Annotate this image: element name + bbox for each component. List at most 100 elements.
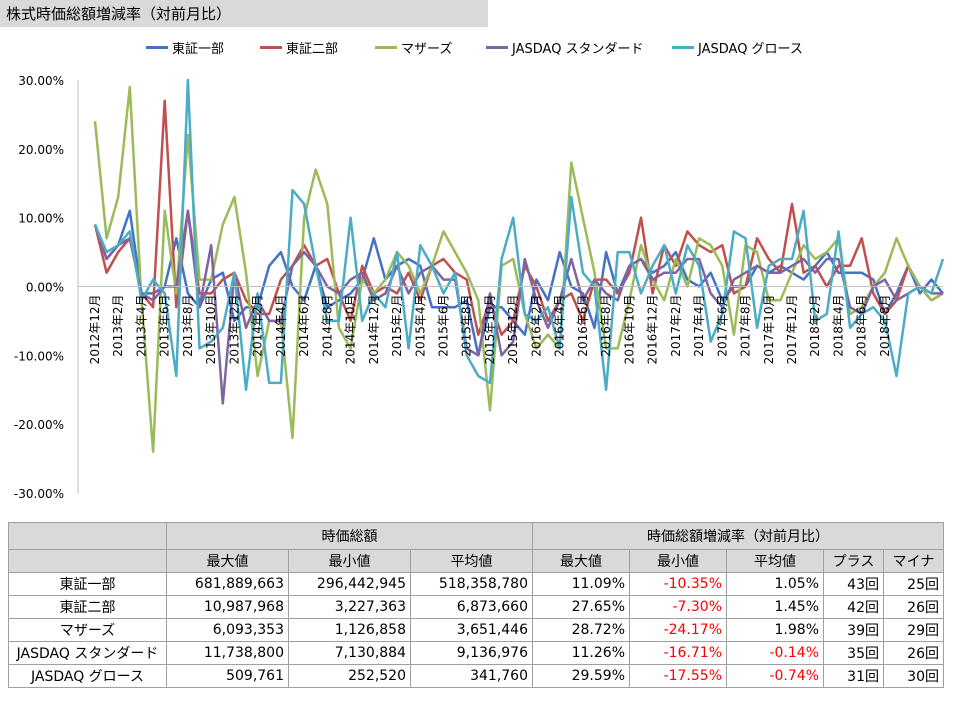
legend-label: マザーズ [401,42,453,57]
legend-swatch [146,46,168,49]
x-tick-label: 2017年6月 [715,295,729,357]
table-cell: 26回 [883,641,944,665]
legend-item: JASDAQ スタンダード [486,38,644,57]
x-tick-label: 2014年6月 [297,295,311,357]
x-tick-label: 2016年2月 [529,295,543,357]
legend-item: 東証一部 [146,38,224,57]
x-tick-label: 2017年2月 [669,295,683,357]
x-tick-label: 2016年8月 [599,295,613,357]
table-cell: 10,987,968 [166,595,289,619]
table-cell: 1.98% [726,618,824,642]
x-tick-label: 2018年6月 [855,295,869,357]
table-cell: 6,873,660 [410,595,533,619]
legend-swatch [375,46,397,49]
column-header: 平均値 [410,549,533,573]
x-tick-label: 2013年10月 [204,295,218,365]
x-tick-label: 2013年12月 [227,295,241,365]
table-cell: 43回 [823,572,884,596]
table-cell: 31回 [823,664,884,688]
table-row: JASDAQ グロース 509,761 252,520 341,760 29.5… [8,664,944,688]
y-tick-label: -10.00% [14,349,64,363]
table-cell: 11.26% [532,641,630,665]
row-header: マザーズ [8,618,167,642]
x-tick-label: 2017年12月 [785,295,799,365]
y-tick-label: 0.00% [26,281,64,295]
x-tick-label: 2018年8月 [878,295,892,357]
x-tick-label: 2012年12月 [88,295,102,365]
column-header: 最大値 [532,549,630,573]
chart-title-bar: 株式時価総額増減率（対前月比） [0,0,488,27]
stats-table: 時価総額 時価総額増減率（対前月比） 最大値 最小値 平均値 最大値 最小値 平… [8,522,944,688]
y-tick-label: -30.00% [14,487,64,501]
line-chart: 30.00% 20.00% 10.00% 0.00% -10.00% -20.00% -30… [14,74,945,501]
legend-item: 東証二部 [260,38,338,57]
table-cell: 26回 [883,595,944,619]
table-cell: 3,227,363 [288,595,411,619]
table-cell: 252,520 [288,664,411,688]
table-row: JASDAQ スタンダード 11,738,800 7,130,884 9,136… [8,641,944,665]
table-cell: 1.45% [726,595,824,619]
series-line [93,78,945,392]
x-tick-label: 2013年2月 [111,295,125,357]
table-cell: 27.65% [532,595,630,619]
table-cell: 681,889,663 [166,572,289,596]
table-corner [8,522,167,550]
table-cell: -24.17% [629,618,727,642]
y-tick-label: 30.00% [18,74,64,88]
table-cell: -0.74% [726,664,824,688]
table-cell: 35回 [823,641,884,665]
table-cell: -0.14% [726,641,824,665]
table-cell: 518,358,780 [410,572,533,596]
x-tick-label: 2014年10月 [344,295,358,365]
y-tick-label: 20.00% [18,143,64,157]
table-cell: 1,126,858 [288,618,411,642]
legend-item: JASDAQ グロース [672,38,803,57]
table-cell: -7.30% [629,595,727,619]
x-tick-label: 2014年4月 [274,295,288,357]
x-tick-label: 2016年12月 [646,295,660,365]
y-tick-label: 10.00% [18,212,64,226]
column-header: 最大値 [166,549,289,573]
x-tick-label: 2017年4月 [692,295,706,357]
legend-swatch [486,46,508,49]
x-tick-label: 2015年10月 [483,295,497,365]
table-cell: 11,738,800 [166,641,289,665]
table-cell: 29回 [883,618,944,642]
y-tick-label: -20.00% [14,418,64,432]
table-cell: 6,093,353 [166,618,289,642]
legend-label: 東証二部 [286,42,339,57]
legend-label: JASDAQ グロース [698,42,803,57]
table-row: 東証一部 681,889,663 296,442,945 518,358,780… [8,572,944,596]
column-header: 平均値 [726,549,824,573]
column-header: マイナ [883,549,944,573]
table-corner [8,549,167,573]
table-cell: 42回 [823,595,884,619]
row-header: JASDAQ スタンダード [8,641,167,665]
table-cell: -16.71% [629,641,727,665]
table-cell: -17.55% [629,664,727,688]
table-cell: 28.72% [532,618,630,642]
legend-swatch [260,46,282,49]
x-tick-label: 2015年4月 [413,295,427,357]
x-tick-label: 2014年12月 [367,295,381,365]
column-header: 最小値 [288,549,411,573]
x-tick-label: 2015年12月 [506,295,520,365]
x-tick-label: 2014年8月 [320,295,334,357]
row-header: JASDAQ グロース [8,664,167,688]
x-tick-label: 2018年4月 [832,295,846,357]
table-row: 東証二部 10,987,968 3,227,363 6,873,660 27.6… [8,595,944,619]
chart-title: 株式時価総額増減率（対前月比） [6,5,232,23]
column-header: プラス [823,549,884,573]
table-cell: 3,651,446 [410,618,533,642]
row-header: 東証一部 [8,572,167,596]
table-row: マザーズ 6,093,353 1,126,858 3,651,446 28.72… [8,618,944,642]
x-tick-label: 2015年2月 [390,295,404,357]
column-header: 最小値 [629,549,727,573]
x-tick-label: 2015年6月 [437,295,451,357]
x-tick-label: 2016年4月 [553,295,567,357]
group-header-market-cap: 時価総額 [166,522,533,550]
x-tick-label: 2016年6月 [576,295,590,357]
table-cell: 25回 [883,572,944,596]
x-tick-label: 2013年8月 [181,295,195,357]
legend-label: 東証一部 [172,42,225,57]
